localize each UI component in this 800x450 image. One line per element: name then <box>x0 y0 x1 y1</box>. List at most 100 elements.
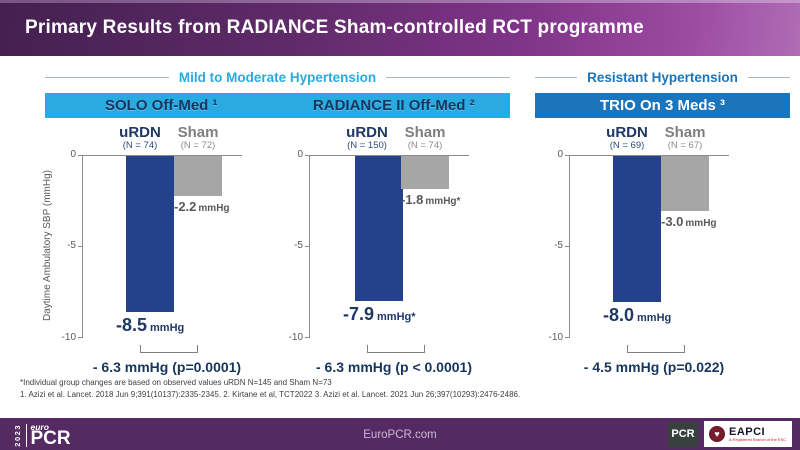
series-name: uRDN <box>346 124 388 141</box>
bar-value-label: -2.2 mmHg <box>174 199 230 214</box>
plot-area: uRDN (N = 74) Sham (N = 72) 0 -5 -10 -8.… <box>62 125 252 375</box>
heart-icon <box>709 426 725 442</box>
column-header-urdn: uRDN (N = 69) <box>577 125 677 151</box>
bar-value: -1.8 <box>401 191 424 207</box>
footer-badges: PCR EAPCI A Registered Branch of the ESC <box>668 421 792 447</box>
series-name: uRDN <box>606 124 648 141</box>
bar-unit: mmHg <box>198 203 230 215</box>
section-resistant: Resistant Hypertension <box>535 68 791 86</box>
series-name: Sham <box>664 124 706 141</box>
bar-column-urdn: -7.9 mmHg* <box>343 156 416 325</box>
section-label: Mild to Moderate Hypertension <box>178 69 377 85</box>
y-axis-line <box>569 155 570 338</box>
bar-urdn <box>613 156 662 303</box>
zero-baseline <box>569 155 729 156</box>
y-tick-label: 0 <box>297 149 303 160</box>
slide-header: Primary Results from RADIANCE Sham-contr… <box>0 0 800 56</box>
column-header-sham: Sham (N = 72) <box>148 125 248 151</box>
eapci-name: EAPCI <box>729 425 766 438</box>
bar-column-sham: -1.8 mmHg* <box>401 156 460 207</box>
divider-line <box>535 76 578 78</box>
panel-title-radiance2: RADIANCE II Off-Med ² <box>312 97 475 114</box>
bar-sham <box>174 156 222 197</box>
y-tick-label: -5 <box>294 240 303 251</box>
bar-column-sham: -3.0 mmHg <box>661 156 717 229</box>
bar-sham <box>661 156 709 211</box>
bar-unit: mmHg <box>150 321 185 334</box>
bar-value-label: -7.9 mmHg* <box>343 304 416 325</box>
logo-text: euro PCR <box>30 421 71 449</box>
tick-mark <box>305 337 309 338</box>
europcr-logo: 2023 euro PCR <box>13 421 71 449</box>
bar-column-sham: -2.2 mmHg <box>174 156 230 214</box>
bar-value-label: -3.0 mmHg <box>661 214 717 229</box>
y-axis-line <box>82 155 83 338</box>
difference-label: - 6.3 mmHg (p=0.0001) <box>92 359 242 375</box>
bar-unit: mmHg <box>637 312 672 325</box>
eapci-logo: EAPCI A Registered Branch of the ESC <box>704 421 792 447</box>
panel-header-bar-right: TRIO On 3 Meds ³ <box>535 93 790 118</box>
series-name: uRDN <box>119 124 161 141</box>
panel-header-bar-left: SOLO Off-Med ¹ RADIANCE II Off-Med ² <box>45 93 510 118</box>
y-tick-label: -10 <box>548 332 563 343</box>
tick-mark <box>305 155 309 156</box>
bar-value: -3.0 <box>661 213 684 229</box>
tick-mark <box>78 155 82 156</box>
column-header-sham: Sham (N = 67) <box>635 125 735 151</box>
chart-solo: Daytime Ambulatory SBP (mmHg) uRDN (N = … <box>40 123 270 378</box>
comparison-bracket <box>367 345 425 353</box>
bar-column-urdn: -8.5 mmHg <box>116 156 184 336</box>
comparison-bracket <box>627 345 685 353</box>
tick-mark <box>565 337 569 338</box>
series-n: (N = 72) <box>180 140 216 151</box>
y-tick-label: -5 <box>67 240 76 251</box>
logo-divider <box>25 424 27 447</box>
divider-line <box>386 76 510 78</box>
tick-mark <box>78 337 82 338</box>
bar-value-label: -8.0 mmHg <box>603 305 671 326</box>
zero-baseline <box>309 155 469 156</box>
plot-area: uRDN (N = 69) Sham (N = 67) 0 -5 -10 -8.… <box>549 125 739 375</box>
footnote-references: 1. Azizi et al. Lancet. 2018 Jun 9;391(1… <box>20 390 521 399</box>
section-mild-to-moderate: Mild to Moderate Hypertension <box>45 68 510 86</box>
bar-value-label: -8.5 mmHg <box>116 315 184 336</box>
y-tick-label: 0 <box>70 149 76 160</box>
y-axis-line <box>309 155 310 338</box>
bar-unit: mmHg* <box>377 310 416 323</box>
comparison-bracket <box>140 345 198 353</box>
section-label: Resistant Hypertension <box>587 69 738 85</box>
bar-column-urdn: -8.0 mmHg <box>603 156 671 326</box>
chart-trio: uRDN (N = 69) Sham (N = 67) 0 -5 -10 -8.… <box>527 123 757 378</box>
logo-euro: euro <box>30 421 49 432</box>
panel-title-trio: TRIO On 3 Meds ³ <box>599 97 725 114</box>
tick-mark <box>565 155 569 156</box>
footnote-asterisk: *Individual group changes are based on o… <box>20 378 332 387</box>
difference-label: - 4.5 mmHg (p=0.022) <box>583 359 725 375</box>
difference-label: - 6.3 mmHg (p < 0.0001) <box>315 359 472 375</box>
logo-pcr: PCR <box>30 427 71 449</box>
tick-mark <box>565 246 569 247</box>
footer-url: EuroPCR.com <box>363 429 437 441</box>
series-n: (N = 74) <box>122 140 158 151</box>
pcr-badge: PCR <box>668 421 698 447</box>
bar-value: -2.2 <box>174 199 197 215</box>
tick-mark <box>305 246 309 247</box>
divider-line <box>45 76 169 78</box>
bar-unit: mmHg* <box>425 195 461 207</box>
column-header-urdn: uRDN (N = 74) <box>90 125 190 151</box>
series-n: (N = 69) <box>609 140 645 151</box>
bar-value-label: -1.8 mmHg* <box>401 192 460 207</box>
y-tick-label: -10 <box>288 332 303 343</box>
series-n: (N = 67) <box>667 140 703 151</box>
bar-value: -8.0 <box>603 305 635 326</box>
series-n: (N = 150) <box>347 140 387 151</box>
bar-value: -8.5 <box>116 314 148 335</box>
plot-area: uRDN (N = 150) Sham (N = 74) 0 -5 -10 -7… <box>289 125 479 375</box>
eapci-subtext: A Registered Branch of the ESC <box>729 436 787 442</box>
bar-urdn <box>355 156 404 301</box>
y-tick-label: -5 <box>554 240 563 251</box>
slide-footer: 2023 euro PCR EuroPCR.com PCR EAPCI A Re… <box>0 418 800 450</box>
eapci-text: EAPCI A Registered Branch of the ESC <box>729 426 786 442</box>
chart-radiance2: uRDN (N = 150) Sham (N = 74) 0 -5 -10 -7… <box>267 123 497 378</box>
